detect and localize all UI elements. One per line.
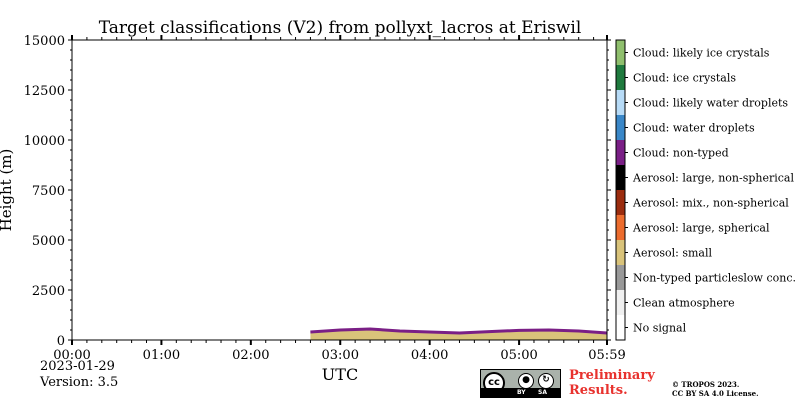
copyright-line-2: CC BY SA 4.0 License. xyxy=(672,389,759,398)
colorbar-legend: No signal Clean atmosphere Non-typed parti… xyxy=(615,39,796,341)
y-axis-label: Height (m) xyxy=(0,149,15,232)
colorbar-label: Cloud: water droplets xyxy=(633,122,755,135)
cc-sa-label: SA xyxy=(538,389,547,396)
aerosol-small-layer xyxy=(310,329,607,340)
colorbar-label: Aerosol: small xyxy=(632,247,712,260)
y-tick-label: 5000 xyxy=(32,234,65,249)
date-label: 2023-01-29 xyxy=(40,359,115,374)
y-tick-label: 2500 xyxy=(32,284,65,299)
preliminary-line-1: Preliminary xyxy=(569,368,655,383)
x-tick-label: 04:00 xyxy=(411,348,448,363)
x-tick-label: 00:00 xyxy=(53,348,90,363)
x-tick-label: 03:00 xyxy=(322,348,359,363)
colorbar-label: Non-typed particleslow conc. xyxy=(633,272,796,285)
colorbar-label: Cloud: ice crystals xyxy=(633,72,736,85)
colorbar-frame xyxy=(615,39,626,341)
x-axis-label: UTC xyxy=(322,365,358,384)
x-tick-label: 05:00 xyxy=(500,348,537,363)
version-label: Version: 3.5 xyxy=(40,375,119,390)
preliminary-line-2: Results. xyxy=(569,383,628,398)
copyright-notice: © TROPOS 2023. CC BY SA 4.0 License. xyxy=(672,380,759,398)
y-tick-label: 15000 xyxy=(24,34,65,49)
preliminary-results-notice: Preliminary Results. xyxy=(569,368,655,398)
share-alike-icon: ↻ xyxy=(538,373,554,389)
colorbar-swatch xyxy=(616,190,625,215)
colorbar-swatch xyxy=(616,265,625,290)
colorbar-label: Aerosol: mix., non-spherical xyxy=(632,197,789,210)
colorbar-swatch xyxy=(616,140,625,165)
copyright-line-1: © TROPOS 2023. xyxy=(672,380,740,389)
chart-title: Target classifications (V2) from pollyxt… xyxy=(99,18,582,38)
axis-ticks: 0 2500 5000 7500 10000 12500 15000 00:00 01:00 02… xyxy=(24,34,626,363)
x-tick-label: 02:00 xyxy=(232,348,269,363)
colorbar-label: Aerosol: large, spherical xyxy=(632,222,770,235)
colorbar-swatch xyxy=(616,215,625,240)
colorbar-swatch xyxy=(616,90,625,115)
colorbar-label: Cloud: likely water droplets xyxy=(633,97,788,110)
colorbar-label: Aerosol: large, non-spherical xyxy=(632,172,794,185)
x-tick-label: 05:59 xyxy=(588,348,625,363)
colorbar-label: Cloud: likely ice crystals xyxy=(633,47,770,60)
colorbar-swatch xyxy=(616,315,625,340)
cc-by-label: BY xyxy=(517,389,526,396)
plot-frame xyxy=(71,39,608,341)
colorbar-swatch xyxy=(616,165,625,190)
y-tick-label: 12500 xyxy=(24,84,65,99)
cc-badge-bar xyxy=(481,388,560,397)
x-tick-label: 01:00 xyxy=(143,348,180,363)
colorbar-swatch xyxy=(616,290,625,315)
plot-data-layer xyxy=(310,327,608,340)
colorbar-swatch xyxy=(616,240,625,265)
y-tick-label: 10000 xyxy=(24,134,65,149)
y-tick-label: 7500 xyxy=(32,184,65,199)
colorbar-swatch xyxy=(616,65,625,90)
colorbar-swatch xyxy=(616,115,625,140)
colorbar-swatch xyxy=(616,40,625,65)
colorbar-label: Clean atmosphere xyxy=(633,297,735,310)
colorbar-label: No signal xyxy=(633,322,687,335)
attribution-person-icon: ● xyxy=(518,373,534,389)
y-tick-label: 0 xyxy=(57,334,65,349)
cloud-non-typed-top xyxy=(310,327,608,335)
colorbar-label: Cloud: non-typed xyxy=(633,147,729,160)
cc-license-badge: cc ● ↻ BY SA xyxy=(480,369,561,398)
